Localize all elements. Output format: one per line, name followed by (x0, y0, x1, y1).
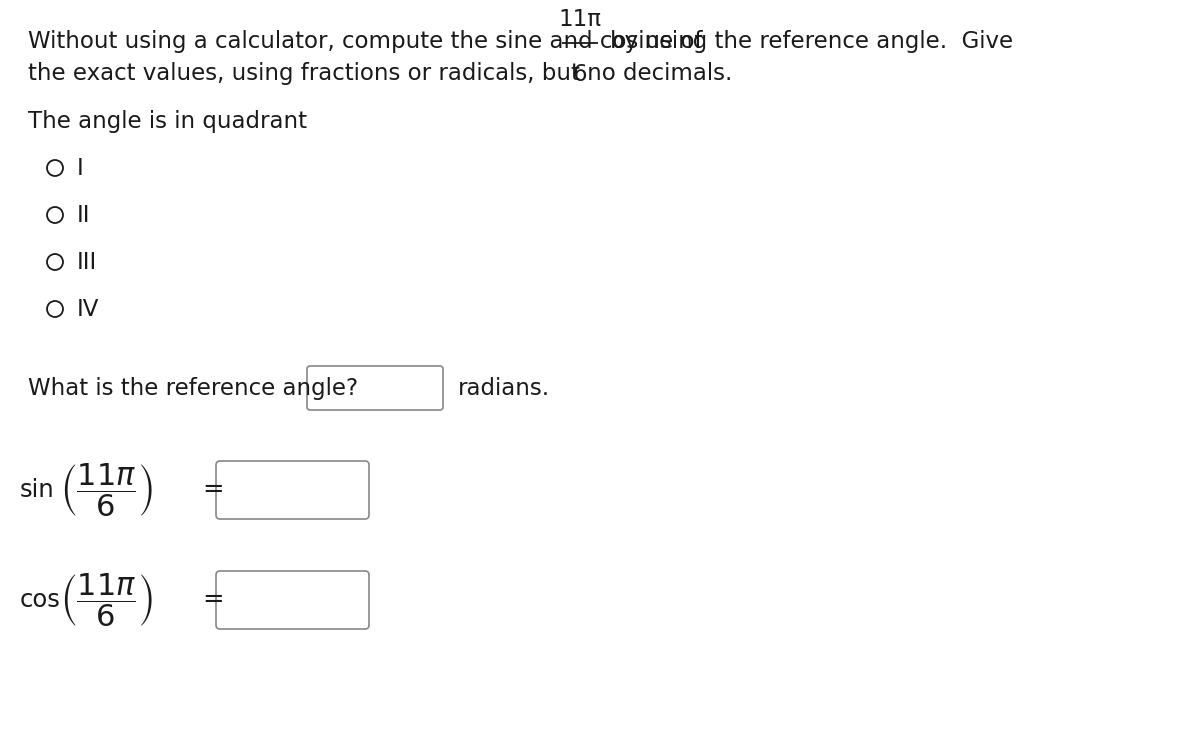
Text: the exact values, using fractions or radicals, but no decimals.: the exact values, using fractions or rad… (28, 62, 732, 85)
FancyBboxPatch shape (216, 461, 370, 519)
Text: What is the reference angle?: What is the reference angle? (28, 376, 358, 399)
Text: $\left(\dfrac{11\pi}{6}\right)$: $\left(\dfrac{11\pi}{6}\right)$ (60, 571, 154, 629)
Text: 11π: 11π (558, 8, 601, 31)
Text: =: = (202, 587, 223, 613)
Text: $\left(\dfrac{11\pi}{6}\right)$: $\left(\dfrac{11\pi}{6}\right)$ (60, 462, 154, 519)
Text: The angle is in quadrant: The angle is in quadrant (28, 110, 307, 133)
Text: Without using a calculator, compute the sine and cosine of: Without using a calculator, compute the … (28, 30, 702, 53)
Text: III: III (77, 251, 97, 274)
Text: =: = (202, 477, 223, 503)
Text: radians.: radians. (458, 376, 550, 399)
Text: cos: cos (20, 588, 61, 612)
Text: IV: IV (77, 298, 100, 320)
Text: sin: sin (20, 478, 55, 502)
Text: II: II (77, 203, 90, 227)
Text: by using the reference angle.  Give: by using the reference angle. Give (610, 30, 1013, 53)
FancyBboxPatch shape (307, 366, 443, 410)
Text: I: I (77, 156, 84, 180)
FancyBboxPatch shape (216, 571, 370, 629)
Text: 6: 6 (572, 63, 587, 86)
